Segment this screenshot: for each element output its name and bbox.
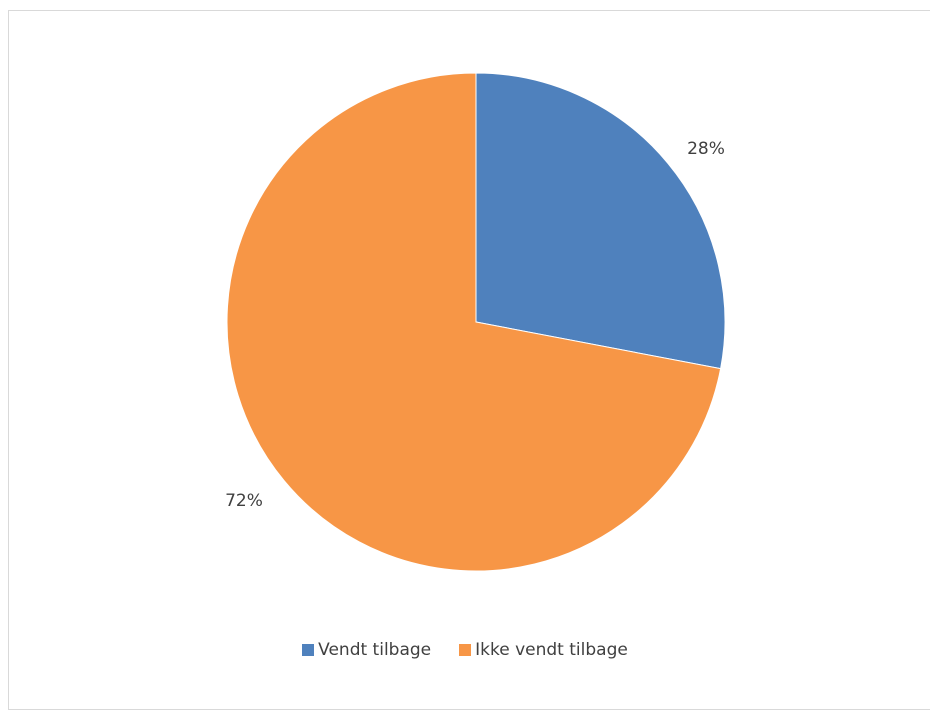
data-label-vendt-tilbage: 28% — [687, 139, 725, 159]
pie-slice-ikke-vendt-tilbage — [226, 72, 722, 572]
data-label-ikke-vendt-tilbage: 72% — [225, 491, 263, 511]
legend-item-ikke-vendt-tilbage: Ikke vendt tilbage — [459, 640, 628, 660]
legend: Vendt tilbage Ikke vendt tilbage — [0, 640, 930, 660]
legend-label: Ikke vendt tilbage — [475, 640, 628, 660]
legend-swatch — [459, 644, 472, 656]
legend-item-vendt-tilbage: Vendt tilbage — [302, 640, 431, 660]
pie-chart: 28% 72% — [225, 72, 726, 572]
legend-label: Vendt tilbage — [318, 640, 432, 660]
legend-swatch — [302, 644, 315, 656]
pie-slice-vendt-tilbage — [475, 72, 726, 370]
